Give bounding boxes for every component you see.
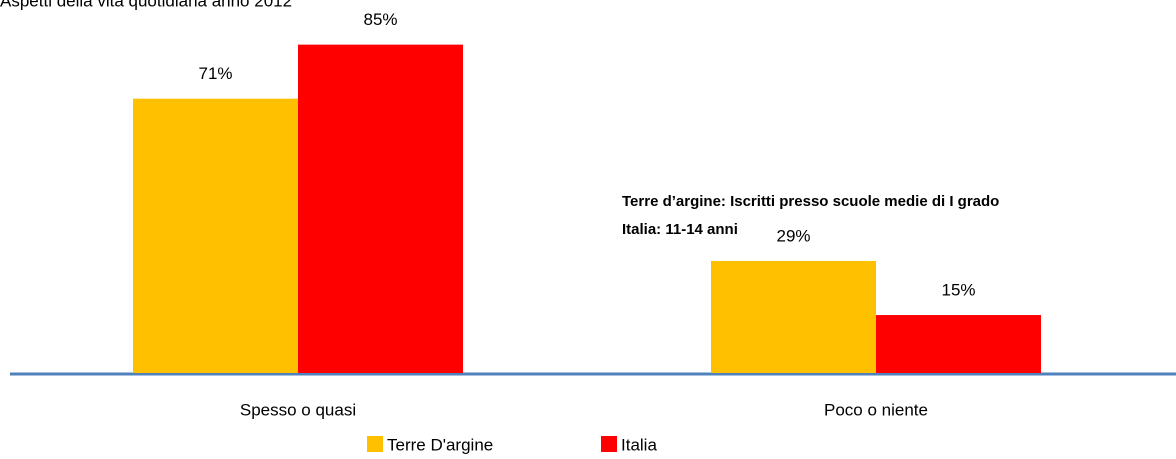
x-tick-label: Spesso o quasi <box>240 400 356 419</box>
chart-title: Aspetti della vita quotidiana anno 2012 <box>0 0 292 10</box>
bar <box>711 260 876 373</box>
bar <box>133 98 298 373</box>
bar <box>298 44 463 373</box>
legend-swatch <box>601 436 617 452</box>
annotation: Terre d’argine: Iscritti presso scuole m… <box>622 193 999 210</box>
x-tick-label: Poco o niente <box>824 400 928 419</box>
legend-label: Italia <box>621 435 657 454</box>
legend-label: Terre D'argine <box>387 435 493 454</box>
bar <box>876 315 1041 373</box>
annotation: Italia: 11-14 anni <box>622 221 738 238</box>
data-label: 15% <box>941 281 975 300</box>
legend-swatch <box>367 436 383 452</box>
data-label: 85% <box>363 10 397 29</box>
data-label: 71% <box>198 64 232 83</box>
data-label: 29% <box>776 226 810 245</box>
